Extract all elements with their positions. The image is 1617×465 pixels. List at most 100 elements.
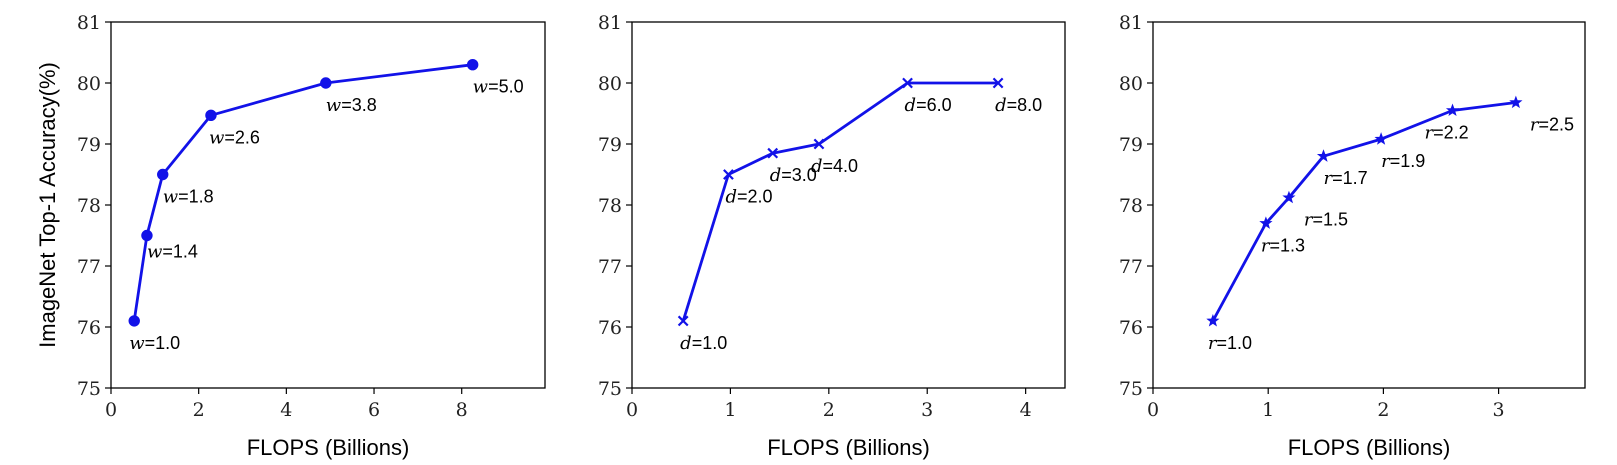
point-label-variable: r [1425,122,1435,143]
x-tick-label: 0 [1147,399,1159,421]
data-point-marker [992,77,1004,89]
point-label-value: =1.0 [692,333,728,353]
y-tick-label: 79 [598,134,622,156]
data-point-marker [767,147,779,159]
data-point-label: w=5.0 [473,77,524,98]
data-point-marker [813,138,825,150]
y-tick-label: 77 [77,256,101,278]
point-label-variable: w [473,77,489,98]
data-point-marker [466,58,479,71]
point-label-variable: w [147,242,163,263]
chart-panel-1: 0 2 4 6 8 75 76 77 78 79 80 81 FLOPS (Billions) Image… [35,12,546,460]
data-point-label: w=1.8 [163,187,214,208]
point-label-variable: w [209,127,225,148]
y-tick-label: 80 [1119,73,1143,95]
point-label-variable: r [1208,333,1218,354]
data-point-marker [1316,149,1331,162]
x-tick-label: 4 [280,399,292,421]
y-tick-label: 75 [598,378,622,400]
point-label-variable: r [1304,210,1314,231]
x-tick-label: 2 [193,399,205,421]
data-point-marker [320,77,332,89]
y-tick-label: 76 [598,317,622,339]
point-label-value: =8.0 [1007,95,1043,115]
point-label-variable: r [1261,235,1271,256]
data-point-marker [1509,95,1523,109]
x-tick-label: 3 [1493,399,1505,421]
y-tick-label: 80 [77,73,101,95]
data-point-label: r=1.0 [1208,333,1252,354]
point-label-variable: d [905,95,917,116]
data-point-label: r=1.7 [1323,168,1367,189]
point-label-value: =3.0 [781,165,817,185]
x-tick-label: 1 [724,399,736,421]
y-tick-label: 80 [598,73,622,95]
data-point-label: r=2.5 [1530,115,1574,136]
x-axis-label: FLOPS (Billions) [247,435,410,460]
y-axis-label: ImageNet Top-1 Accuracy(%) [35,62,60,348]
point-label-variable: r [1530,115,1540,136]
point-label-variable: w [326,95,342,116]
data-point-marker [128,315,140,327]
point-label-value: =1.9 [1390,151,1426,171]
x-axis-label: FLOPS (Billions) [767,435,930,460]
point-label-value: =2.6 [224,127,260,147]
data-point-marker [677,315,689,327]
data-point-label: r=1.9 [1381,151,1425,172]
data-point-marker [141,229,153,242]
point-label-value: =1.4 [162,242,198,262]
y-tick-label: 75 [1119,378,1143,400]
data-point-label: d=2.0 [725,187,772,208]
x-tick-label: 8 [456,399,468,421]
point-label-variable: r [1323,168,1333,189]
point-label-variable: d [725,187,737,208]
data-point-label: w=1.4 [147,242,198,263]
point-label-value: =1.0 [145,333,181,353]
point-label-value: =2.5 [1538,115,1574,135]
y-tick-label: 81 [1119,12,1143,34]
x-axis-label: FLOPS (Billions) [1288,435,1451,460]
x-tick-label: 1 [1262,399,1274,421]
data-point-marker [1445,103,1460,117]
y-tick-label: 77 [598,256,622,278]
series-line [132,63,473,322]
x-tick-label: 2 [823,399,835,421]
point-label-value: =1.0 [1217,333,1253,353]
point-label-variable: r [1381,151,1391,172]
point-label-value: =1.8 [178,187,214,207]
series-line [1211,101,1517,322]
y-tick-label: 77 [1119,256,1143,278]
point-label-variable: d [995,95,1007,116]
x-tick-label: 2 [1377,399,1389,421]
y-tick-label: 79 [1119,134,1143,156]
point-label-value: =6.0 [916,95,952,115]
point-label-variable: w [129,333,145,354]
point-label-value: =1.3 [1270,235,1306,255]
x-tick-label: 3 [921,399,933,421]
point-label-value: =4.0 [823,156,859,176]
data-point-label: d=6.0 [905,95,952,116]
data-point-label: d=8.0 [995,95,1042,116]
x-tick-label: 6 [368,399,380,421]
y-tick-label: 79 [77,134,101,156]
data-point-label: w=1.0 [129,333,180,354]
data-point-label: r=2.2 [1425,122,1469,143]
data-point-marker [205,109,217,122]
data-point-label: w=3.8 [326,95,377,116]
y-tick-label: 75 [77,378,101,400]
point-label-value: =5.0 [488,77,524,97]
data-point-marker [157,168,169,181]
data-point-label: d=3.0 [770,165,817,186]
y-tick-label: 81 [77,12,101,34]
point-label-value: =1.5 [1313,210,1349,230]
y-tick-label: 78 [1119,195,1143,217]
point-label-variable: d [811,156,823,177]
point-label-value: =2.2 [1433,122,1469,142]
data-point-marker [1259,216,1273,229]
data-point-label: r=1.5 [1304,210,1348,231]
data-point-label: d=4.0 [811,156,858,177]
data-point-label: w=2.6 [209,127,260,148]
